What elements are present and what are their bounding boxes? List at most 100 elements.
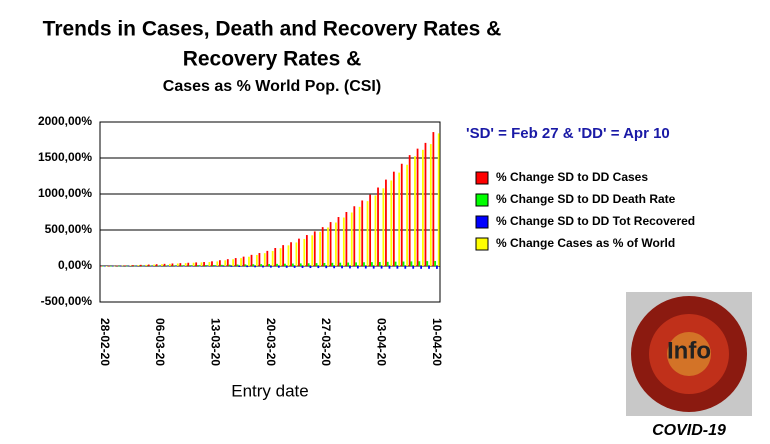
bar [222, 266, 225, 267]
bar [363, 262, 365, 266]
bar [181, 265, 184, 266]
bar [113, 265, 116, 267]
bar [238, 266, 241, 268]
bar [195, 262, 198, 266]
bar [371, 262, 373, 266]
bar [301, 266, 304, 268]
bar [173, 265, 176, 266]
bar [119, 265, 122, 267]
bar [429, 144, 432, 266]
x-tick-label: 20-03-20 [264, 318, 278, 366]
bar [234, 258, 237, 266]
bar [190, 266, 193, 267]
bar [163, 263, 166, 266]
bar [404, 266, 407, 269]
bar [248, 256, 250, 266]
bar [111, 265, 114, 267]
bar [428, 266, 430, 269]
bar [151, 265, 154, 267]
bar [137, 265, 140, 266]
bar [333, 266, 336, 269]
bar [216, 261, 219, 266]
bar [378, 261, 381, 266]
bar [321, 227, 324, 266]
bar [386, 261, 389, 266]
bar [226, 259, 229, 266]
bar [271, 251, 274, 266]
bar [161, 264, 163, 266]
x-tick-label: 27-03-20 [319, 318, 333, 366]
bar [246, 266, 249, 268]
bar [349, 266, 351, 269]
bar [410, 261, 413, 266]
bar [129, 265, 132, 266]
bar [309, 266, 312, 269]
bar [125, 265, 128, 267]
bar [176, 263, 179, 266]
bar [143, 265, 146, 267]
chart-title: Trends in Cases, Death and Recovery Rate… [43, 18, 502, 41]
bar [263, 253, 266, 266]
bar [189, 265, 191, 266]
bar [400, 163, 403, 266]
bar [183, 266, 185, 267]
bar [153, 264, 155, 266]
bar [298, 238, 300, 266]
bar [220, 264, 223, 266]
x-tick-label: 13-03-20 [208, 318, 222, 366]
x-tick-label: 10-04-20 [430, 318, 444, 366]
bar [236, 264, 239, 266]
bar [380, 266, 383, 269]
bar [165, 265, 168, 266]
bar [219, 260, 221, 266]
legend-swatch [475, 215, 489, 229]
bar [108, 265, 111, 267]
bar [100, 266, 103, 267]
legend-swatch [475, 193, 489, 207]
bar [392, 171, 395, 266]
bar [155, 264, 158, 266]
bar [211, 261, 213, 266]
bar [252, 264, 255, 266]
bar [133, 265, 136, 267]
bar [208, 262, 211, 266]
bar [295, 242, 298, 266]
y-tick-label: 500,00% [45, 222, 93, 236]
bar [179, 263, 182, 266]
bar [184, 263, 187, 266]
bar [418, 261, 421, 266]
y-tick-label: 1500,00% [38, 150, 92, 164]
bar [398, 172, 401, 266]
bar [187, 262, 190, 266]
bar [414, 156, 416, 266]
bar [426, 261, 429, 266]
bar [258, 253, 261, 266]
bar [212, 264, 215, 266]
bar [274, 248, 277, 266]
bar [157, 265, 160, 266]
bar [436, 266, 438, 269]
bar [374, 195, 377, 266]
bar [307, 263, 310, 266]
bar [254, 266, 256, 268]
bar [147, 264, 150, 266]
bar [149, 265, 152, 267]
bar [406, 164, 408, 266]
bar [299, 263, 302, 266]
bar [159, 265, 162, 267]
bar [388, 266, 391, 269]
chart-subtitle: Cases as % World Pop. (CSI) [163, 78, 381, 95]
y-tick-label: 2000,00% [38, 114, 92, 128]
bar [105, 266, 108, 267]
image-caption: COVID-19 [652, 422, 726, 439]
bar [311, 235, 314, 266]
bar [290, 242, 292, 266]
image: Info [626, 292, 752, 416]
bar [355, 262, 357, 266]
bar [361, 200, 364, 266]
bar [366, 201, 369, 266]
legend-swatch [475, 237, 489, 251]
bar [204, 265, 207, 266]
y-tick-label: 1000,00% [38, 186, 92, 200]
y-tick-label: 0,00% [58, 258, 92, 272]
